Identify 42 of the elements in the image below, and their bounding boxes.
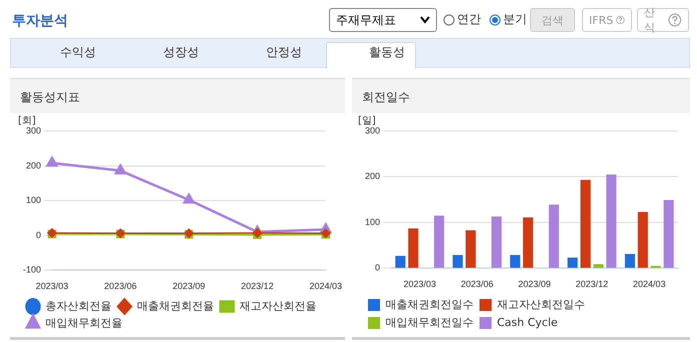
text: 안정성 [265, 44, 303, 61]
text: 활동성 [368, 44, 406, 61]
y-tick-label: -100 [23, 264, 42, 275]
y-tick-label: 200 [364, 171, 380, 182]
legend-label: 재고자산회전율 [240, 299, 316, 312]
legend-label: 매입채무회전율 [46, 316, 122, 330]
legend-label: 매입채무회전일수 [386, 316, 474, 329]
text: 연간 [457, 11, 481, 28]
text: IFRS [589, 14, 614, 26]
text: 주재무제표 [329, 8, 437, 32]
legend-label: 매출채권회전일수 [386, 298, 474, 311]
legend-label: Cash Cycle [497, 316, 558, 329]
y-tick-label: 100 [26, 195, 42, 206]
x-tick-label: 2023/03 [403, 279, 436, 290]
x-tick-label: 2023/09 [172, 281, 206, 292]
chart-title: 활동성지표 [10, 79, 345, 113]
y-tick-label: 200 [26, 160, 42, 170]
x-tick-label: 2023/06 [104, 281, 137, 292]
y-tick-label: 300 [364, 125, 380, 136]
text: 성장성 [162, 44, 200, 61]
x-tick-label: 2023/09 [518, 279, 551, 290]
y-axis-title: [회] [18, 116, 36, 127]
text: 수익성 [59, 44, 97, 61]
chart-title: 회전일수 [352, 79, 690, 113]
text: 검색 [530, 8, 575, 32]
x-tick-label: 2024/03 [309, 281, 342, 292]
y-tick-label: 0 [375, 262, 380, 273]
text: 분기 [503, 11, 527, 28]
x-tick-label: 2023/06 [460, 279, 494, 290]
x-tick-label: 2023/12 [576, 279, 608, 290]
y-axis-title: [일] [358, 116, 376, 127]
y-tick-label: 300 [26, 125, 42, 136]
x-tick-label: 2024/03 [633, 279, 666, 290]
legend-label: 매출채권회전율 [137, 299, 214, 312]
text: 투자분석 [12, 12, 68, 30]
x-tick-label: 2023/03 [36, 281, 68, 292]
y-tick-label: 0 [36, 230, 42, 240]
x-tick-label: 2023/12 [241, 281, 274, 292]
legend-label: 재고자산회전일수 [497, 298, 585, 311]
text: 산식 [644, 5, 656, 35]
legend-label: 총자산회전율 [46, 299, 112, 312]
y-tick-label: 100 [364, 216, 380, 227]
